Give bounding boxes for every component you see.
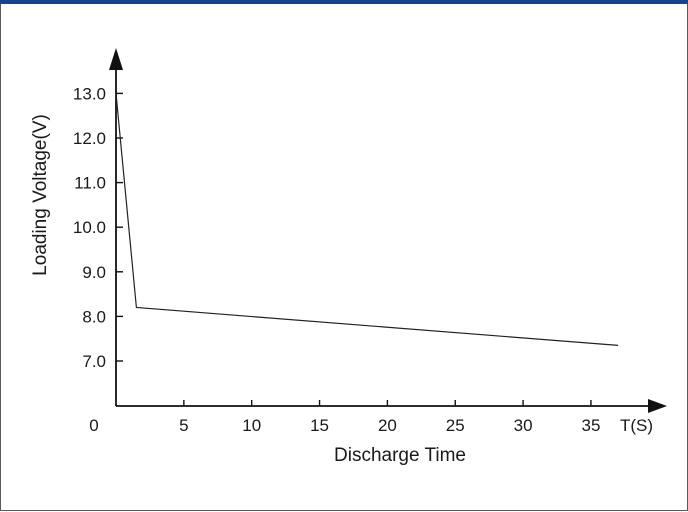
y-tick-label: 8.0	[82, 307, 106, 326]
y-tick-label: 7.0	[82, 352, 106, 371]
x-axis-title: Discharge Time	[334, 445, 466, 466]
series-line	[115, 93, 619, 346]
x-tick-label: 5	[179, 416, 188, 435]
y-tick-label: 12.0	[73, 129, 106, 148]
y-tick-label: 11.0	[74, 174, 106, 193]
x-axis-arrow	[648, 399, 667, 413]
x-axis-unit: T(S)	[620, 416, 653, 435]
x-tick-label: 30	[514, 416, 533, 435]
axes	[109, 48, 667, 413]
ticks	[116, 92, 592, 406]
y-axis-title: Loading Voltage(V)	[30, 114, 51, 276]
tick-labels: 5 10 15 20 25 30 35 7.0 8.0 9.0 10.0 11.0 12.0 13.0	[73, 84, 601, 435]
x-tick-label: 15	[310, 416, 329, 435]
origin-label: 0	[89, 416, 98, 435]
x-tick-label: 10	[242, 416, 261, 435]
y-tick-label: 9.0	[82, 263, 106, 282]
x-tick-label: 20	[378, 416, 397, 435]
y-tick-label: 10.0	[73, 218, 106, 237]
y-axis-arrow	[109, 48, 123, 70]
x-tick-label: 35	[581, 416, 600, 435]
x-tick-label: 25	[446, 416, 465, 435]
header-bar	[0, 0, 688, 4]
series	[115, 93, 619, 346]
y-tick-label: 13.0	[73, 84, 106, 103]
